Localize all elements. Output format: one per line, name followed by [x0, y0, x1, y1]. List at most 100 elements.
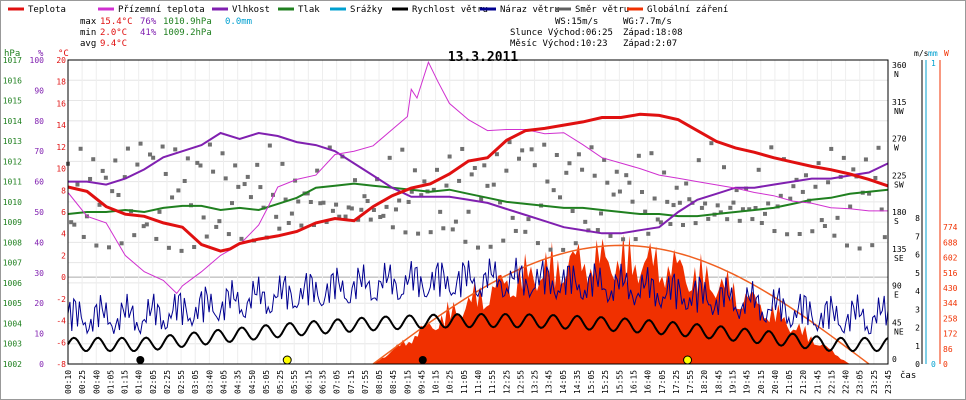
moon-marker [136, 356, 145, 364]
wind-direction-point [602, 157, 607, 162]
tick-celsius: 16 [56, 99, 66, 108]
tick-direction: 360 [892, 61, 907, 70]
wind-direction-point [356, 217, 361, 222]
wind-direction-point [542, 142, 547, 147]
wind-direction-point [330, 208, 335, 213]
tick-x: 04:50 [248, 370, 257, 394]
wind-direction-point [576, 152, 581, 157]
legend-item: Náraz větru [480, 5, 560, 15]
wind-direction-point [520, 148, 525, 153]
wind-direction-point [394, 207, 398, 212]
tick-direction: 135 [892, 245, 907, 254]
tick-hpa: 1005 [3, 299, 22, 308]
tick-mm: 0 [931, 360, 936, 369]
wind-direction-point [428, 230, 433, 235]
wind-direction-point [387, 155, 392, 160]
wind-direction-point [599, 211, 603, 216]
axis-label-mm: mm [928, 49, 938, 58]
wind-direction-point [643, 209, 648, 214]
tick-ms: 7 [915, 232, 920, 241]
tick-celsius: 14 [56, 121, 66, 130]
tick-x: 12:25 [502, 370, 511, 394]
wind-direction-point [794, 177, 799, 182]
info-ws: WS:15m/s [555, 17, 598, 27]
wind-direction-point [400, 147, 405, 152]
legend-item: Přízemní teplota [98, 5, 205, 15]
tick-x: 01:15 [121, 370, 130, 394]
wind-direction-point [564, 170, 569, 175]
wind-direction-point [561, 247, 566, 252]
tick-x: 02:55 [177, 370, 186, 394]
wind-direction-point [299, 223, 304, 228]
legend-label: Přízemní teplota [118, 5, 205, 15]
wind-direction-point [438, 209, 443, 214]
tick-direction: 90 [892, 282, 902, 291]
wind-direction-point [409, 189, 414, 194]
wind-direction-point [693, 221, 698, 226]
tick-x: 01:05 [106, 370, 115, 394]
wind-direction-point [274, 214, 279, 219]
wind-direction-point [750, 217, 755, 222]
wind-direction-point [722, 165, 726, 170]
wind-direction-point [570, 209, 575, 214]
wind-direction-point [621, 237, 626, 242]
tick-x: 19:45 [743, 370, 752, 394]
wind-direction-point [649, 151, 654, 156]
tick-x: 03:05 [191, 370, 200, 394]
tick-x: 21:45 [813, 370, 822, 394]
tick-direction-name: N [894, 70, 899, 79]
wind-direction-point [107, 245, 111, 250]
tick-direction-name: S [894, 217, 899, 226]
axes: 1002100310041005100610071008100910101011… [3, 49, 958, 394]
wind-direction-point [97, 202, 102, 207]
tick-ms: 1 [915, 342, 920, 351]
wind-direction-point [658, 220, 663, 225]
wind-direction-point [144, 222, 149, 227]
wind-direction-point [734, 188, 739, 193]
axis-label-hpa: hPa [4, 49, 20, 59]
wind-direction-point [88, 176, 93, 181]
pressure-series [67, 182, 889, 218]
wind-direction-point [78, 146, 83, 151]
wind-direction-point [258, 185, 263, 190]
tick-x: 22:40 [842, 370, 851, 394]
wind-direction-point [703, 201, 708, 206]
tick-direction-name: W [894, 144, 899, 153]
wind-speed-series [67, 312, 889, 353]
wind-direction-point [207, 142, 212, 147]
tick-ms: 5 [915, 269, 920, 278]
wind-direction-point [100, 168, 105, 173]
wind-direction-point [573, 241, 578, 246]
tick-x: 07:55 [361, 370, 370, 394]
tick-hpa: 1011 [3, 178, 22, 187]
info-wg: WG:7.7m/s [623, 17, 672, 27]
tick-w: 516 [943, 269, 958, 278]
wind-direction-point [346, 205, 351, 210]
wind-direction-point [403, 230, 408, 235]
tick-x: 14:05 [559, 370, 568, 394]
tick-w: 774 [943, 223, 958, 232]
tick-x: 13:45 [545, 370, 554, 394]
wind-direction-point [182, 178, 187, 183]
tick-x: 23:25 [870, 370, 879, 394]
wind-direction-point [583, 219, 588, 224]
wind-direction-point [457, 178, 462, 183]
wind-direction-point [255, 162, 260, 167]
wind-direction-point [151, 155, 156, 160]
wind-direction-point [157, 209, 162, 214]
tick-x: 19:15 [728, 370, 737, 394]
wind-direction-point [624, 173, 629, 178]
tick-celsius: 12 [56, 143, 66, 152]
wind-direction-point [245, 174, 250, 179]
wind-direction-point [416, 231, 421, 236]
wind-direction-point [419, 193, 424, 198]
tick-x: 11:05 [460, 370, 469, 394]
wind-direction-point [362, 194, 367, 199]
legend-item: Vlhkost [212, 5, 270, 15]
axis-label-x: čas [900, 370, 916, 381]
tick-x: 02:05 [149, 370, 158, 394]
wind-direction-point [75, 182, 80, 187]
wind-direction-point [706, 216, 711, 221]
wind-direction-point [267, 143, 272, 148]
